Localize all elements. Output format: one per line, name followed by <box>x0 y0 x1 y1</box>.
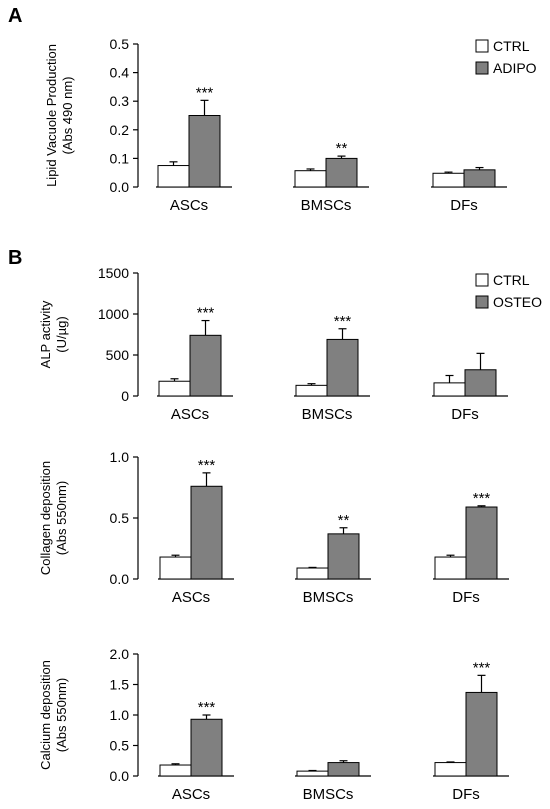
significance-label: *** <box>198 699 216 716</box>
bar-ctrl <box>158 380 191 397</box>
bar-treated <box>188 115 221 188</box>
y-tick-label: 500 <box>106 347 130 363</box>
bar-ctrl <box>295 384 328 397</box>
x-category-label: BMSCs <box>303 589 354 606</box>
y-tick-label: 2.0 <box>110 646 130 662</box>
bar-ctrl <box>434 762 467 777</box>
significance-label: *** <box>197 305 215 322</box>
bar-ctrl <box>296 770 329 777</box>
significance-label: *** <box>196 84 214 101</box>
bar-ctrl <box>159 764 192 777</box>
legend-label: OSTEO <box>493 294 542 310</box>
bar-treated <box>326 338 359 397</box>
legend-swatch <box>475 295 489 309</box>
bar-treated <box>327 533 360 580</box>
y-axis-label: (Abs 490 nm) <box>60 76 75 154</box>
y-tick-label: 0 <box>121 388 129 404</box>
y-tick-label: 0.2 <box>110 122 130 138</box>
bar-ctrl <box>157 165 190 188</box>
y-tick-label: 0.0 <box>110 571 130 587</box>
bar-treated <box>327 762 360 777</box>
y-tick-label: 1.5 <box>110 677 130 693</box>
x-category-label: BMSCs <box>301 197 352 214</box>
chart-4: 0.0 0.5 1.0 1.5 2.0 Calcium deposition (Abs 55… <box>38 646 509 803</box>
significance-label: *** <box>334 313 352 330</box>
bar-treated <box>464 369 497 397</box>
x-category-label: DFs <box>450 197 478 214</box>
bar-ctrl <box>296 567 329 580</box>
panel-label-a: A <box>8 5 22 27</box>
legend-swatch <box>475 39 489 53</box>
y-tick-label: 0.0 <box>110 179 130 195</box>
x-category-label: ASCs <box>170 197 208 214</box>
bar-treated <box>465 506 498 580</box>
x-category-label: BMSCs <box>303 786 354 803</box>
y-tick-label: 1500 <box>98 265 129 281</box>
y-tick-label: 1.0 <box>110 707 130 723</box>
y-tick-label: 1.0 <box>110 449 130 465</box>
x-category-label: ASCs <box>172 786 210 803</box>
legend-swatch <box>475 61 489 75</box>
y-axis-label: (U/µg) <box>54 316 69 352</box>
panel-label-b: B <box>8 247 22 269</box>
x-category-label: ASCs <box>172 589 210 606</box>
bar-ctrl <box>434 556 467 580</box>
significance-label: ** <box>336 140 348 157</box>
y-axis-label: Collagen deposition <box>38 461 53 575</box>
y-tick-label: 0.5 <box>110 510 130 526</box>
y-tick-label: 0.1 <box>110 150 130 166</box>
significance-label: *** <box>473 659 491 676</box>
legend-label: ADIPO <box>493 60 537 76</box>
x-category-label: BMSCs <box>302 406 353 423</box>
y-axis-label: Lipid Vacuole Production <box>44 44 59 187</box>
x-category-label: DFs <box>451 406 479 423</box>
legend-swatch <box>475 273 489 287</box>
x-category-label: ASCs <box>171 406 209 423</box>
bar-treated <box>325 157 358 188</box>
chart-1: 0.0 0.1 0.2 0.3 0.4 0.5 Lipid Vacuole Producti… <box>44 36 537 214</box>
chart-2: 0 500 1000 1500 ALP activity (U/µg) *** ASCs ***… <box>38 265 542 423</box>
significance-label: *** <box>198 457 216 474</box>
significance-label: *** <box>473 490 491 507</box>
y-tick-label: 1000 <box>98 306 129 322</box>
x-category-label: DFs <box>452 786 480 803</box>
legend-label: CTRL <box>493 38 530 54</box>
x-category-label: DFs <box>452 589 480 606</box>
y-axis-label: Calcium deposition <box>38 660 53 770</box>
y-tick-label: 0.3 <box>110 93 130 109</box>
bar-treated <box>190 718 223 777</box>
significance-label: ** <box>338 512 350 529</box>
bar-treated <box>463 169 496 188</box>
charts-group: 0.0 0.1 0.2 0.3 0.4 0.5 Lipid Vacuole Producti… <box>38 36 542 803</box>
bar-ctrl <box>159 556 192 580</box>
bar-ctrl <box>433 382 466 397</box>
y-axis-label: (Abs 550nm) <box>54 678 69 752</box>
y-tick-label: 0.5 <box>110 36 130 52</box>
y-tick-label: 0.5 <box>110 738 130 754</box>
y-tick-label: 0.4 <box>110 65 130 81</box>
bar-treated <box>189 334 222 397</box>
y-axis-label: (Abs 550nm) <box>54 481 69 555</box>
y-tick-label: 0.0 <box>110 768 130 784</box>
bar-ctrl <box>432 172 465 188</box>
bar-treated <box>465 691 498 777</box>
chart-3: 0.0 0.5 1.0 Collagen deposition (Abs 550nm) *… <box>38 449 509 606</box>
bar-ctrl <box>294 170 327 188</box>
y-axis-label: ALP activity <box>38 300 53 368</box>
legend-label: CTRL <box>493 272 530 288</box>
bar-treated <box>190 485 223 580</box>
